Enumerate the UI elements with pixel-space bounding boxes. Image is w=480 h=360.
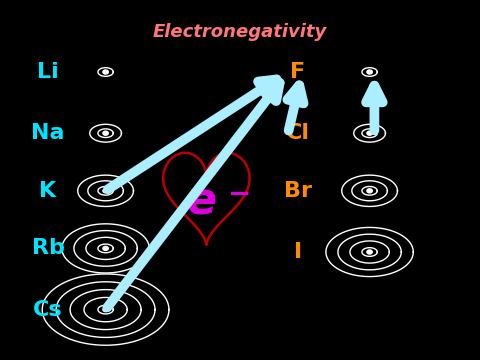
Circle shape <box>103 131 108 135</box>
Circle shape <box>367 189 372 193</box>
Text: Br: Br <box>284 181 312 201</box>
Text: Cl: Cl <box>286 123 310 143</box>
Text: e: e <box>187 180 216 223</box>
Text: I: I <box>294 242 301 262</box>
Text: Cs: Cs <box>33 300 63 320</box>
Text: K: K <box>39 181 57 201</box>
Text: −: − <box>228 180 252 208</box>
Circle shape <box>103 307 108 312</box>
Circle shape <box>103 246 108 251</box>
Circle shape <box>367 70 372 74</box>
Text: Electronegativity: Electronegativity <box>153 23 327 41</box>
Text: Rb: Rb <box>32 238 64 258</box>
Circle shape <box>103 70 108 74</box>
Circle shape <box>103 189 108 193</box>
Text: F: F <box>290 62 305 82</box>
Circle shape <box>367 250 372 254</box>
Text: Li: Li <box>37 62 59 82</box>
Circle shape <box>367 131 372 135</box>
Text: Na: Na <box>31 123 65 143</box>
